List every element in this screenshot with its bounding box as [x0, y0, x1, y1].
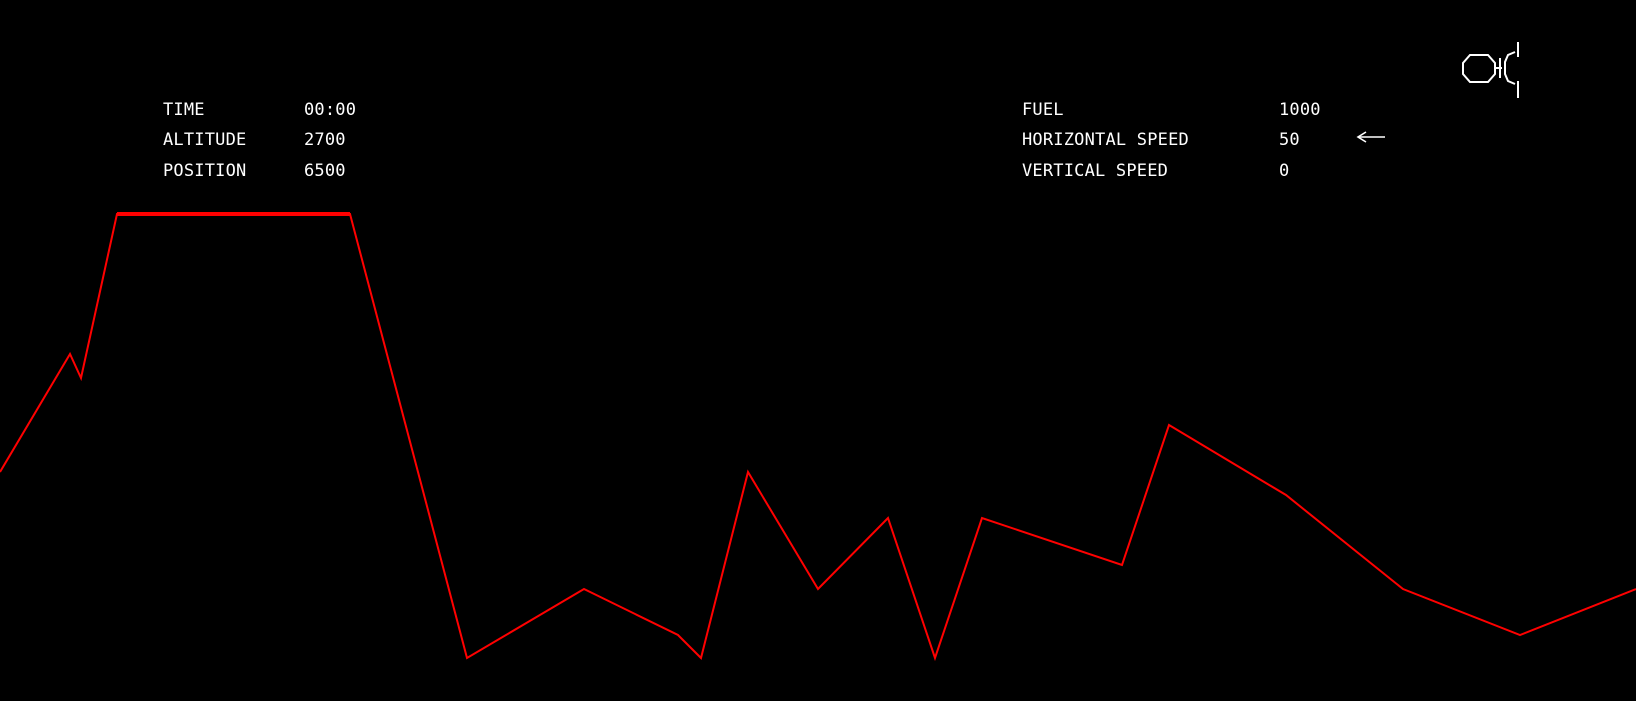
altitude-value: 2700 [304, 130, 346, 150]
fuel-label: FUEL [1022, 100, 1064, 120]
horizontal-speed-value: 50 [1279, 130, 1300, 150]
altitude-label: ALTITUDE [163, 130, 247, 150]
position-value: 6500 [304, 161, 346, 181]
position-label: POSITION [163, 161, 247, 181]
vertical-speed-value: 0 [1279, 161, 1290, 181]
fuel-value: 1000 [1279, 100, 1321, 120]
time-label: TIME [163, 100, 205, 120]
vertical-speed-label: VERTICAL SPEED [1022, 161, 1169, 181]
horizontal-speed-label: HORIZONTAL SPEED [1022, 130, 1189, 150]
time-value: 00:00 [304, 100, 357, 120]
lunar-lander-icon [1462, 42, 1519, 98]
terrain-line [0, 213, 1636, 662]
left-arrow-icon [1356, 131, 1385, 143]
